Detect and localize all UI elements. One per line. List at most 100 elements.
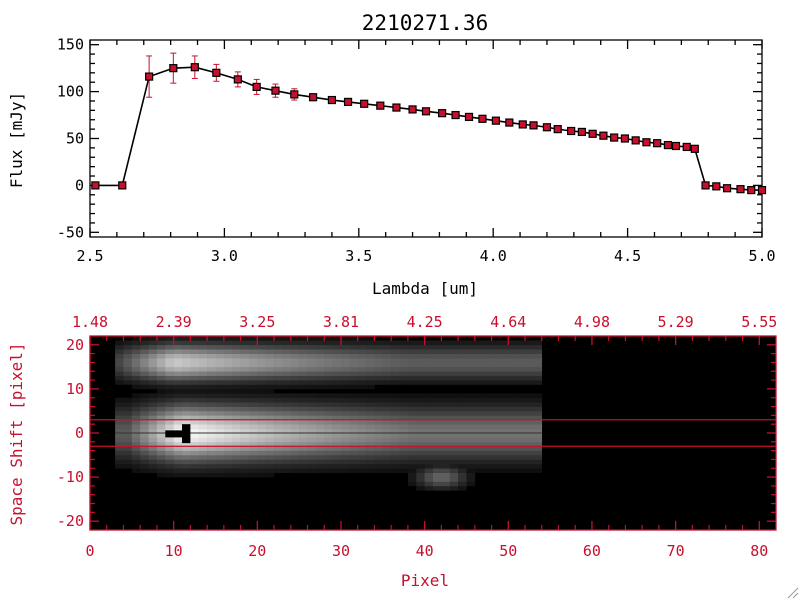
heatmap-cell bbox=[374, 468, 384, 473]
heatmap-cell bbox=[324, 380, 333, 385]
heatmap-cell bbox=[232, 441, 241, 447]
heatmap-cell bbox=[148, 349, 158, 354]
heatmap-cell bbox=[382, 393, 392, 399]
heatmap-cell bbox=[182, 402, 191, 407]
data-point bbox=[376, 101, 385, 110]
heatmap-cell bbox=[491, 375, 501, 381]
heatmap-cell bbox=[340, 340, 350, 346]
heatmap-cell bbox=[474, 380, 484, 385]
data-point bbox=[722, 184, 732, 193]
heatmap-cell bbox=[357, 424, 367, 429]
heatmap-cell bbox=[207, 336, 216, 341]
heatmap-cell bbox=[131, 353, 141, 359]
heatmap-cell bbox=[274, 437, 283, 443]
heatmap-cell bbox=[441, 344, 451, 350]
heatmap-cell bbox=[182, 384, 191, 390]
heatmap-cell bbox=[458, 375, 467, 381]
heatmap-cell bbox=[198, 362, 208, 368]
heatmap-cell bbox=[399, 375, 409, 381]
heatmap-cell bbox=[499, 358, 509, 363]
heatmap-cell bbox=[198, 344, 208, 350]
heatmap-cell bbox=[165, 336, 174, 341]
heatmap-cell bbox=[240, 450, 250, 456]
heatmap-cell bbox=[458, 344, 467, 350]
heatmap-cell bbox=[391, 433, 400, 438]
data-point bbox=[343, 97, 353, 107]
heatmap-cell bbox=[416, 415, 425, 421]
heatmap-cell bbox=[441, 375, 451, 381]
heatmap-cell bbox=[290, 349, 300, 354]
heatmap-cell bbox=[340, 375, 350, 381]
heatmap-cell bbox=[315, 344, 325, 350]
heatmap-cell bbox=[148, 336, 158, 341]
heatmap-cell bbox=[198, 406, 208, 412]
data-point bbox=[663, 140, 673, 150]
heatmap-cell bbox=[332, 344, 342, 350]
heatmap-cell bbox=[391, 450, 400, 456]
heatmap-cell bbox=[357, 366, 367, 372]
heatmap-cell bbox=[299, 397, 308, 403]
heatmap-cell bbox=[499, 380, 509, 385]
heatmap-cell bbox=[474, 349, 484, 354]
heatmap-cell bbox=[307, 450, 317, 456]
heatmap-cell bbox=[156, 384, 166, 390]
heatmap-cell bbox=[232, 428, 241, 434]
heatmap-cell bbox=[332, 402, 342, 407]
heatmap-cell bbox=[173, 402, 183, 407]
heatmap-cell bbox=[248, 344, 258, 350]
heatmap-cell bbox=[115, 424, 124, 429]
heatmap-cell bbox=[340, 441, 350, 447]
heatmap-cell bbox=[307, 384, 317, 390]
heatmap-cell bbox=[433, 380, 442, 385]
heatmap-cell bbox=[248, 397, 258, 403]
heatmap-cell bbox=[307, 336, 317, 341]
heatmap-cell bbox=[366, 358, 375, 363]
heatmap-cell bbox=[340, 446, 350, 451]
heatmap-cell bbox=[441, 472, 451, 478]
heatmap-cell bbox=[207, 397, 216, 403]
heatmap-cell bbox=[416, 485, 425, 491]
heatmap-cell bbox=[115, 459, 124, 465]
heatmap-cell bbox=[198, 468, 208, 473]
heatmap-cell bbox=[533, 366, 543, 372]
heatmap-cell bbox=[483, 375, 492, 381]
heatmap-cell bbox=[207, 393, 216, 399]
heatmap-cell bbox=[207, 424, 216, 429]
heatmap-cell bbox=[366, 415, 375, 421]
heatmap-cell bbox=[449, 349, 459, 354]
heatmap-cell bbox=[140, 459, 149, 465]
heatmap-cell bbox=[466, 340, 476, 346]
heatmap-cell bbox=[232, 371, 241, 376]
heatmap-cell bbox=[115, 362, 124, 368]
heatmap-cell bbox=[466, 477, 476, 482]
heatmap-cell bbox=[198, 459, 208, 465]
heatmap-cell bbox=[190, 358, 200, 363]
heatmap-cell bbox=[533, 419, 543, 425]
heatmap-cell bbox=[257, 472, 266, 478]
heatmap-cell bbox=[131, 406, 141, 412]
heatmap-cell bbox=[525, 410, 534, 416]
heatmap-cell bbox=[516, 450, 526, 456]
heatmap-cell bbox=[232, 402, 241, 407]
heatmap-cell bbox=[391, 424, 400, 429]
heatmap-cell bbox=[499, 375, 509, 381]
heatmap-cell bbox=[357, 455, 367, 460]
heatmap-cell bbox=[332, 455, 342, 460]
heatmap-cell bbox=[474, 397, 484, 403]
heatmap-cell bbox=[349, 410, 359, 416]
heatmap-cell bbox=[265, 402, 275, 407]
pixel-tick-label: 20 bbox=[248, 542, 266, 560]
heatmap-cell bbox=[324, 344, 333, 350]
heatmap-cell bbox=[474, 450, 484, 456]
heatmap-cell bbox=[449, 397, 459, 403]
heatmap-cell bbox=[391, 402, 400, 407]
heatmap-cell bbox=[458, 446, 467, 451]
resize-grip-icon[interactable] bbox=[787, 587, 799, 599]
heatmap-cell bbox=[240, 463, 250, 469]
heatmap-cell bbox=[131, 375, 141, 381]
heatmap-cell bbox=[382, 468, 392, 473]
heatmap-cell bbox=[474, 463, 484, 469]
heatmap-cell bbox=[324, 406, 333, 412]
heatmap-cell bbox=[257, 380, 266, 385]
heatmap-cell bbox=[248, 415, 258, 421]
